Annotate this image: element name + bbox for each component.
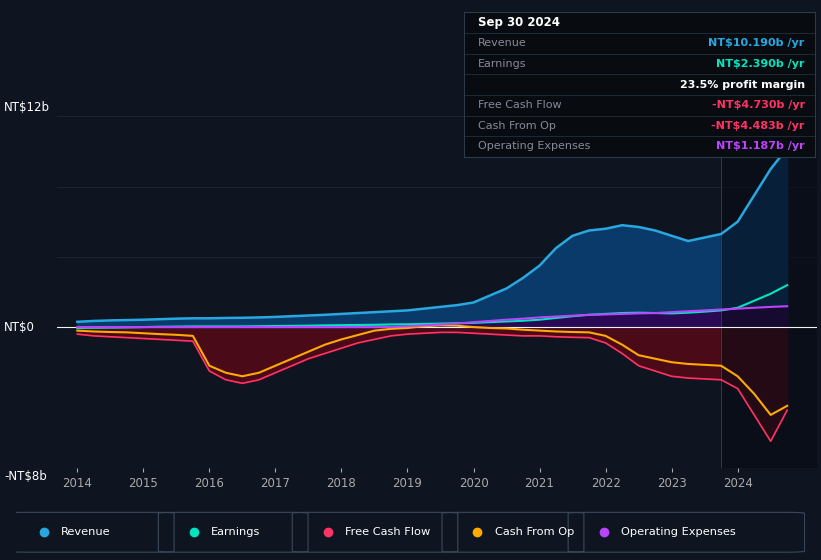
Text: Sep 30 2024: Sep 30 2024 <box>478 16 560 29</box>
Text: Earnings: Earnings <box>478 59 526 69</box>
Text: Earnings: Earnings <box>211 527 260 537</box>
Text: NT$1.187b /yr: NT$1.187b /yr <box>716 142 805 152</box>
Text: Cash From Op: Cash From Op <box>478 121 556 131</box>
Text: Operating Expenses: Operating Expenses <box>478 142 590 152</box>
Text: Revenue: Revenue <box>62 527 111 537</box>
Text: NT$10.190b /yr: NT$10.190b /yr <box>709 38 805 48</box>
Text: -NT$4.730b /yr: -NT$4.730b /yr <box>712 100 805 110</box>
Text: NT$2.390b /yr: NT$2.390b /yr <box>716 59 805 69</box>
Text: Operating Expenses: Operating Expenses <box>621 527 736 537</box>
Text: Cash From Op: Cash From Op <box>495 527 574 537</box>
Text: Free Cash Flow: Free Cash Flow <box>345 527 430 537</box>
Text: Free Cash Flow: Free Cash Flow <box>478 100 562 110</box>
Text: 23.5% profit margin: 23.5% profit margin <box>680 80 805 90</box>
Text: NT$0: NT$0 <box>4 320 35 334</box>
Text: -NT$8b: -NT$8b <box>4 470 47 483</box>
Text: NT$12b: NT$12b <box>4 101 50 114</box>
Bar <box>721 81 821 468</box>
Text: Revenue: Revenue <box>478 38 526 48</box>
Text: -NT$4.483b /yr: -NT$4.483b /yr <box>711 121 805 131</box>
